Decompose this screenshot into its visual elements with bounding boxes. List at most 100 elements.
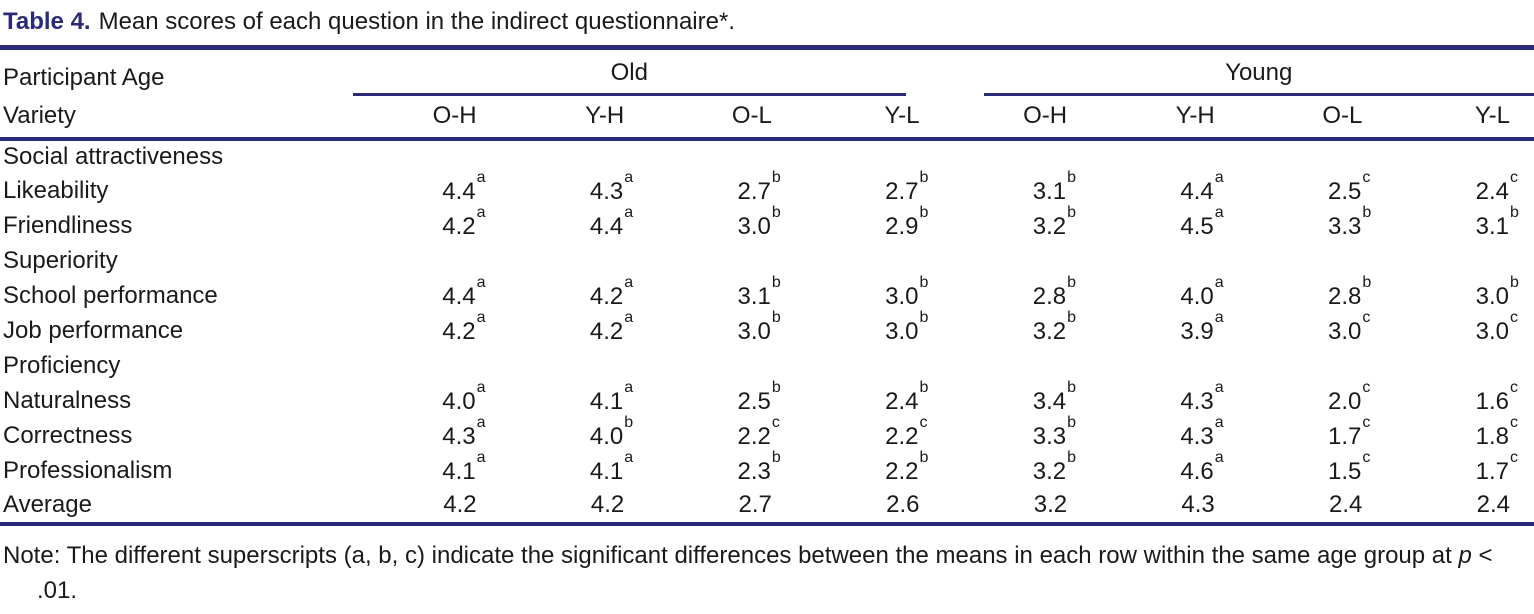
cell: 3.2b: [1032, 203, 1077, 240]
cell: 3.1b: [1475, 203, 1519, 240]
cell-value: 3.0: [1328, 317, 1362, 345]
cell: 3.0b: [885, 308, 929, 345]
row-label: Naturalness: [3, 387, 132, 414]
cell-value: 4.5: [1180, 212, 1214, 240]
cell-value: 3.0: [1475, 317, 1509, 345]
cell-value: 2.0: [1328, 387, 1362, 415]
note-p-variable: p: [1458, 541, 1472, 569]
cell: 4.4a: [442, 168, 486, 205]
cell: 4.2a: [442, 203, 486, 240]
note-text: Note: The different superscripts (a, b, …: [3, 541, 1459, 569]
cell: 3.4b: [1032, 378, 1077, 415]
cell-value: 4.4: [442, 282, 476, 310]
cell: 4.1a: [589, 448, 634, 485]
cell-value: 3.3: [1328, 212, 1362, 240]
cell-value: 1.5: [1328, 457, 1362, 485]
cell-value: 3.9: [1180, 317, 1214, 345]
cell: 1.8c: [1475, 413, 1518, 450]
cell-value: 4.4: [589, 212, 624, 240]
cell-value: 4.6: [1180, 457, 1214, 485]
cell: 2.4c: [1475, 168, 1518, 205]
column-header-row: Variety O-H Y-H O-L Y-L O-H Y-H O-L Y-L: [0, 95, 1534, 141]
cell-value: 4.3: [1180, 422, 1214, 450]
cell: 2.4b: [885, 378, 929, 415]
cell-value: 3.0: [737, 317, 771, 345]
cell: 4.4a: [589, 203, 634, 240]
cell-value: 4.2: [589, 317, 624, 345]
cell: 2.9b: [885, 203, 929, 240]
cell: 1.7c: [1328, 413, 1371, 450]
cell: 3.0b: [737, 308, 781, 345]
cell: 2.2c: [737, 413, 780, 450]
cell: 4.2a: [589, 308, 634, 345]
table-caption-text: Mean scores of each question in the indi…: [98, 8, 735, 35]
cell: 4.3a: [589, 168, 634, 205]
cell: 3.1b: [737, 273, 781, 310]
cell: 2.8b: [1032, 273, 1077, 310]
row-label: School performance: [3, 282, 218, 309]
row-label: Professionalism: [3, 457, 173, 484]
cell: 2.7b: [737, 168, 781, 205]
table-header: Participant Age Old Young Variety O-H Y-…: [0, 48, 1534, 141]
cell: 2.2c: [885, 413, 928, 450]
cell: 3.0c: [1328, 308, 1371, 345]
cell-value: 4.0: [589, 422, 624, 450]
cell: 3.2b: [1032, 308, 1077, 345]
cell-value: 2.8: [1032, 282, 1067, 310]
cell-value: 1.7: [1475, 457, 1509, 485]
cell-value: 2.4: [1476, 491, 1510, 518]
cell-value: 2.2: [885, 457, 919, 485]
cell-value: 4.2: [589, 282, 624, 310]
row-label: Likeability: [3, 177, 109, 204]
group-label-old: Old: [610, 58, 648, 86]
group-header-young: Young: [944, 48, 1534, 96]
table-row: Professionalism 4.1a 4.1a 2.3b 2.2b 3.2b 4.6a 1…: [0, 448, 1534, 489]
cell: 4.1a: [442, 448, 486, 485]
cell-value: 3.1: [1032, 177, 1067, 205]
cell: 3.0b: [1475, 273, 1519, 310]
cell: 4.6a: [1180, 448, 1224, 485]
cell: 4.3: [1091, 489, 1239, 524]
stub-header-line2: Variety: [0, 95, 353, 141]
table-note: Note: The different superscripts (a, b, …: [3, 538, 1519, 608]
cell-value: 3.2: [1032, 317, 1067, 345]
cell-value: 4.2: [443, 491, 477, 518]
cell: 1.6c: [1475, 378, 1518, 415]
column-header: O-L: [1238, 95, 1387, 141]
column-header: O-H: [353, 95, 501, 141]
note-text-end: < .01.: [37, 541, 1493, 604]
cell-value: 4.4: [442, 177, 476, 205]
cell: 4.0a: [442, 378, 486, 415]
cell: 3.3b: [1032, 413, 1077, 450]
table-row: Average 4.2 4.2 2.7 2.6 3.2 4.3 2.4 2.4: [0, 489, 1534, 524]
cell: 4.2a: [589, 273, 634, 310]
cell: 2.0c: [1328, 378, 1371, 415]
cell: 2.7: [648, 489, 796, 524]
cell-value: 2.3: [737, 457, 771, 485]
cell-value: 2.4: [1475, 177, 1509, 205]
cell: 2.7b: [885, 168, 929, 205]
column-header: Y-H: [500, 95, 649, 141]
cell-value: 3.0: [737, 212, 771, 240]
table-number: Table 4.: [3, 8, 91, 35]
section-row: Social attractiveness: [0, 139, 1534, 174]
row-label: Job performance: [3, 317, 184, 344]
cell: 3.2: [944, 489, 1092, 524]
section-label: Proficiency: [3, 352, 121, 379]
cell-value: 1.7: [1328, 422, 1362, 450]
cell-value: 2.2: [737, 422, 771, 450]
cell: 3.3b: [1328, 203, 1372, 240]
cell: 4.0a: [1180, 273, 1224, 310]
cell: 4.3a: [442, 413, 486, 450]
cell-value: 3.0: [885, 282, 919, 310]
cell: 2.4: [1239, 489, 1387, 524]
cell-value: 2.4: [1329, 491, 1363, 518]
cell: 2.4: [1386, 489, 1534, 524]
cell-value: 4.1: [442, 457, 476, 485]
row-label: Correctness: [3, 422, 133, 449]
table-row: School performance 4.4a 4.2a 3.1b 3.0b 2.8b 4.…: [0, 273, 1534, 314]
cell: 1.7c: [1475, 448, 1518, 485]
cell-value: 4.1: [589, 457, 624, 485]
cell: 4.3a: [1180, 413, 1224, 450]
